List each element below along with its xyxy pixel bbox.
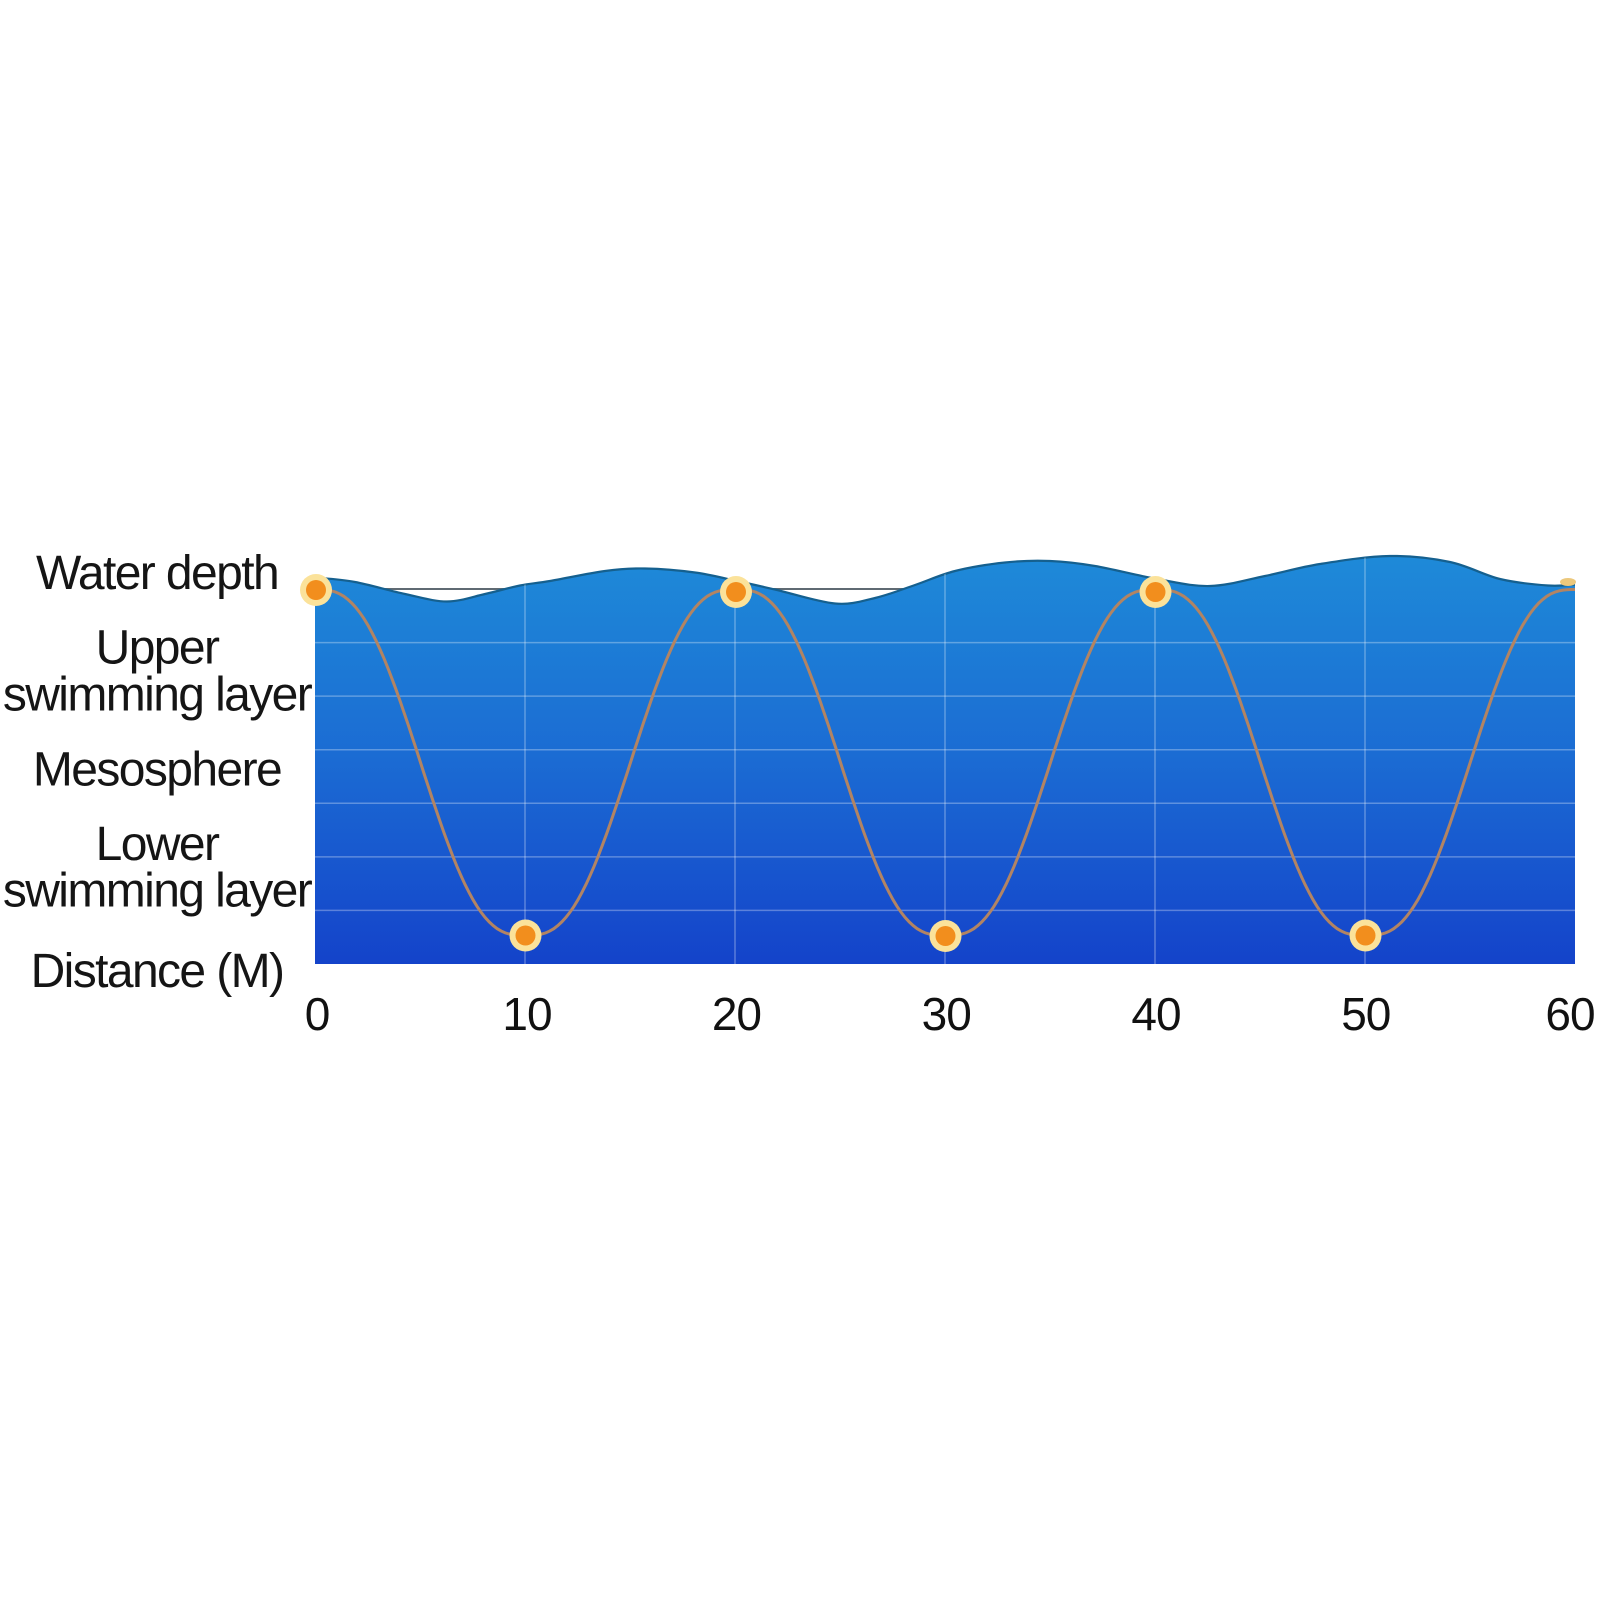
svg-text:30: 30 [922, 988, 971, 1040]
svg-text:40: 40 [1131, 988, 1180, 1040]
svg-text:Mesosphere: Mesosphere [33, 744, 281, 797]
svg-text:swimming layer: swimming layer [3, 864, 313, 917]
svg-text:0: 0 [305, 988, 330, 1040]
svg-text:swimming layer: swimming layer [3, 669, 313, 722]
svg-text:Upper: Upper [96, 621, 220, 674]
svg-text:20: 20 [712, 988, 761, 1040]
svg-text:Lower: Lower [96, 818, 220, 871]
svg-text:Distance (M): Distance (M) [31, 945, 284, 998]
svg-text:10: 10 [502, 988, 551, 1040]
svg-text:60: 60 [1545, 988, 1594, 1040]
svg-text:Water depth: Water depth [36, 547, 278, 600]
svg-text:50: 50 [1341, 988, 1390, 1040]
